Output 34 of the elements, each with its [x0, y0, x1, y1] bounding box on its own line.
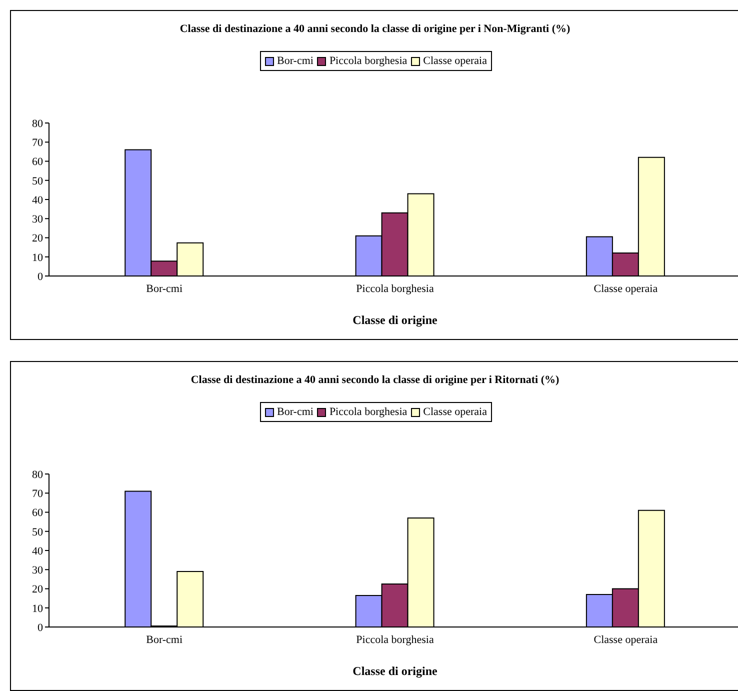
legend-label: Piccola borghesia	[328, 55, 408, 67]
y-tick-label: 0	[38, 622, 44, 634]
legend-label: Bor-cmi	[276, 55, 314, 67]
y-tick-label: 20	[32, 232, 44, 245]
legend-label: Classe operaia	[422, 55, 487, 67]
x-tick-label: Piccola borghesia	[356, 282, 434, 295]
x-tick-label: Classe operaia	[594, 282, 658, 295]
legend-label: Piccola borghesia	[328, 406, 408, 418]
legend-label: Bor-cmi	[276, 406, 314, 418]
y-tick-label: 10	[32, 602, 44, 615]
y-tick-label: 70	[32, 137, 44, 150]
x-axis-title: Classe di origine	[352, 664, 438, 678]
y-tick-label: 0	[38, 270, 44, 283]
y-tick-label: 20	[32, 584, 44, 596]
x-tick-label: Bor-cmi	[146, 634, 183, 646]
x-tick-label: Piccola borghesia	[356, 634, 434, 646]
legend-label: Classe operaia	[422, 406, 487, 418]
y-tick-label: 30	[32, 564, 44, 577]
chart-title: Classe di destinazione a 40 anni secondo la classe di origine per i Non-Migranti (%)	[178, 23, 572, 35]
x-tick-label: Bor-cmi	[146, 282, 183, 295]
y-tick-label: 50	[32, 175, 44, 188]
x-tick-label: Classe operaia	[594, 634, 658, 646]
y-tick-label: 10	[32, 252, 44, 264]
chart-title: Classe di destinazione a 40 anni secondo la classe di origine per i Ritornati (%)	[190, 374, 560, 386]
y-tick-label: 60	[32, 507, 44, 520]
y-tick-label: 40	[32, 194, 44, 206]
y-tick-label: 30	[32, 214, 44, 226]
y-tick-label: 50	[32, 526, 44, 538]
y-tick-label: 40	[32, 545, 44, 558]
y-tick-label: 80	[32, 118, 44, 130]
y-tick-label: 80	[32, 468, 44, 481]
y-tick-label: 60	[32, 156, 44, 168]
x-axis-title: Classe di origine	[352, 313, 438, 327]
y-tick-label: 70	[32, 488, 44, 500]
